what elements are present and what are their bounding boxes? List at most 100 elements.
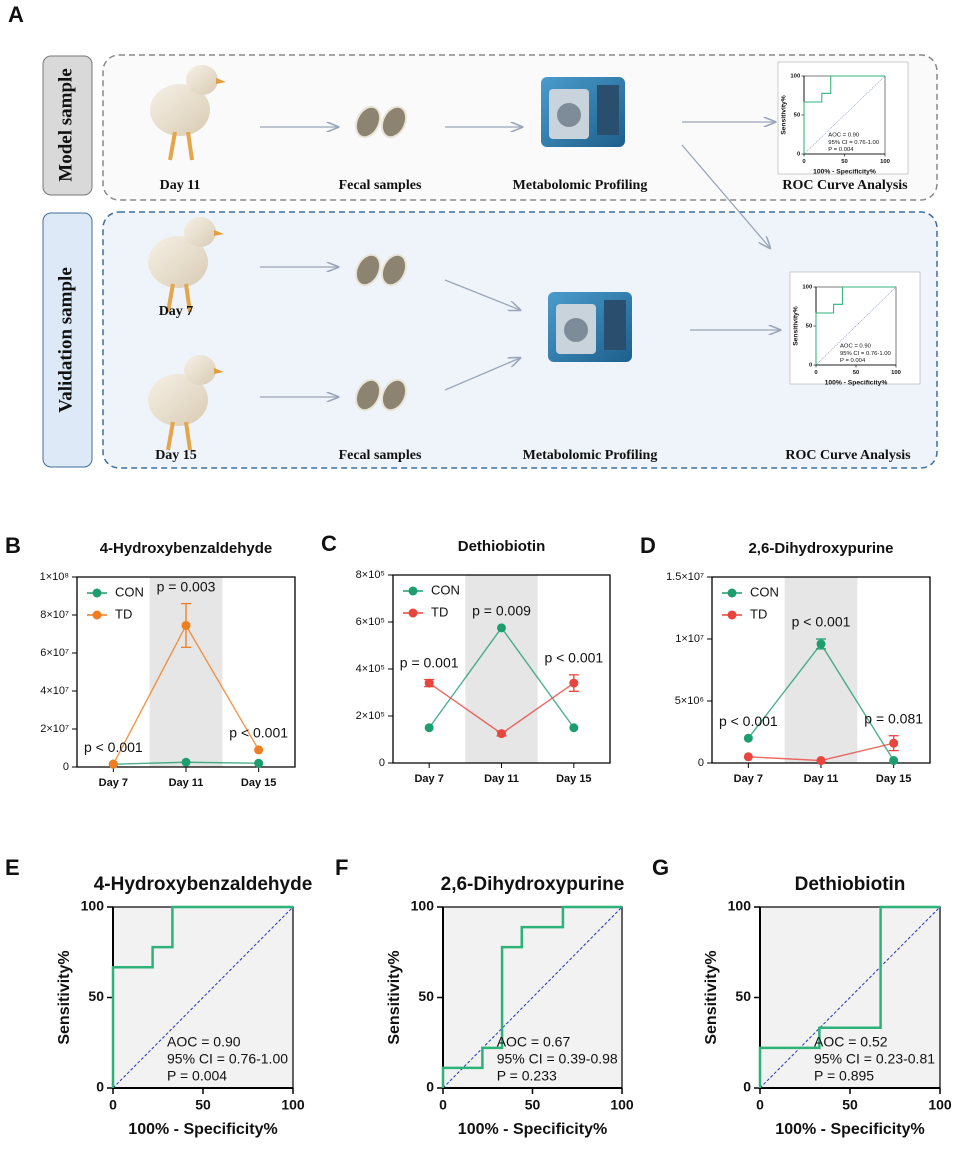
reference-line	[442, 906, 623, 1089]
annotation: 95% CI = 0.76-1.00	[167, 1051, 288, 1067]
x-tick-label: 100	[880, 159, 891, 165]
step-label: Fecal samples	[339, 178, 422, 193]
reference-line	[112, 906, 294, 1089]
y-tick-label: 8×10⁷	[40, 609, 69, 621]
legend-label: CON	[115, 584, 144, 599]
data-point	[254, 758, 264, 768]
data-point	[569, 678, 579, 688]
panel-label: E	[5, 855, 20, 880]
chart-title: 2,6-Dihydroxypurine	[748, 540, 893, 557]
chart-title: Dethiobiotin	[458, 538, 545, 555]
x-axis-label: 100% - Specificity%	[128, 1121, 277, 1138]
legend-label: TD	[431, 604, 448, 619]
y-tick-label: 0	[63, 761, 69, 773]
y-tick-label: 50	[88, 988, 104, 1004]
arrows	[260, 122, 780, 397]
y-axis-label: Sensitivity%	[56, 950, 73, 1044]
chart-title: 4-Hydroxybenzaldehyde	[94, 874, 313, 895]
step-label: Fecal samples	[339, 448, 422, 463]
legend-marker	[92, 588, 102, 598]
x-tick-label: Day 15	[876, 773, 911, 785]
x-tick-label: 50	[195, 1097, 211, 1113]
x-tick-label: 0	[814, 370, 818, 376]
reference-line	[815, 286, 897, 366]
y-tick-label: 100	[728, 898, 752, 914]
y-tick-label: 0	[379, 757, 385, 769]
annotation: 95% CI = 0.76-1.00	[828, 140, 880, 146]
annotation: P = 0.004	[828, 147, 854, 153]
x-tick-label: 100	[610, 1097, 634, 1113]
chart-title: 4-Hydroxybenzaldehyde	[100, 540, 273, 557]
roc-curve	[815, 286, 896, 365]
data-point	[569, 723, 579, 733]
axes	[76, 576, 296, 768]
data-point	[181, 757, 191, 767]
roc-curve	[758, 905, 940, 1088]
x-tick-label: 50	[842, 1097, 858, 1113]
y-tick-label: 5×10⁶	[675, 695, 704, 707]
annotation: 95% CI = 0.23-0.81	[814, 1051, 935, 1067]
legend-label: CON	[750, 584, 779, 599]
legend-label: CON	[431, 582, 460, 597]
y-tick-label: 8×10⁵	[356, 569, 385, 581]
x-tick-label: 50	[525, 1097, 541, 1113]
y-tick-label: 100	[81, 898, 105, 914]
x-tick-label: 100	[891, 370, 902, 376]
data-point	[497, 729, 506, 739]
y-tick-label: 50	[794, 113, 801, 119]
chart-title: Dethiobiotin	[795, 874, 906, 895]
step-label: Metabolomic Profiling	[523, 448, 658, 463]
annotation: P = 0.895	[814, 1068, 874, 1084]
y-tick-label: 6×10⁵	[356, 616, 385, 628]
data-point	[889, 738, 899, 748]
y-tick-label: 0	[743, 1079, 751, 1095]
y-tick-label: 0	[698, 757, 704, 769]
y-axis-label: Sensitivity%	[781, 95, 788, 135]
x-tick-label: Day 15	[556, 773, 591, 785]
annotation: 95% CI = 0.39-0.98	[497, 1051, 618, 1067]
x-tick-label: 50	[841, 159, 848, 165]
y-tick-label: 50	[806, 324, 813, 330]
x-tick-label: Day 11	[804, 773, 839, 785]
reference-line	[759, 906, 941, 1089]
y-axis-label: Sensitivity%	[793, 306, 800, 346]
annotation: 95% CI = 0.76-1.00	[840, 351, 892, 357]
roc-curve	[111, 905, 293, 1088]
legend-marker	[408, 586, 418, 596]
x-tick-label: 0	[756, 1097, 764, 1113]
panel-label: F	[335, 855, 348, 880]
annotation: P = 0.004	[840, 358, 866, 364]
y-tick-label: 1×10⁸	[40, 571, 69, 583]
roc-curve	[441, 905, 622, 1088]
panel-label: A	[8, 2, 24, 27]
data-point	[254, 745, 264, 755]
x-tick-label: Day 11	[169, 777, 204, 789]
y-tick-label: 0	[426, 1079, 434, 1095]
p-value: p < 0.001	[792, 614, 851, 630]
data-point	[497, 623, 506, 633]
x-tick-label: 0	[802, 159, 806, 165]
annotation: P = 0.233	[497, 1068, 557, 1084]
legend-marker	[92, 610, 102, 620]
annotation: AOC = 0.90	[840, 344, 872, 350]
p-value: p = 0.003	[157, 578, 216, 594]
step-label: ROC Curve Analysis	[782, 178, 908, 193]
x-tick-label: 0	[109, 1097, 117, 1113]
p-value: p = 0.001	[400, 654, 459, 670]
annotation: AOC = 0.90	[167, 1034, 241, 1050]
y-tick-label: 100	[802, 285, 813, 291]
legend-marker	[727, 588, 737, 598]
shaded-band	[784, 577, 858, 763]
panel-label: G	[652, 855, 669, 880]
legend-label: TD	[750, 606, 767, 621]
x-tick-label: Day 7	[734, 773, 763, 785]
x-tick-label: 0	[439, 1097, 447, 1113]
y-tick-label: 0	[797, 152, 801, 158]
step-label: Metabolomic Profiling	[513, 178, 648, 193]
x-axis-label: 100% - Specificity%	[825, 379, 888, 386]
y-tick-label: 1×10⁷	[675, 633, 704, 645]
x-tick-label: Day 7	[414, 773, 443, 785]
x-axis-label: 100% - Specificity%	[813, 168, 876, 175]
roc-curve	[803, 75, 885, 154]
